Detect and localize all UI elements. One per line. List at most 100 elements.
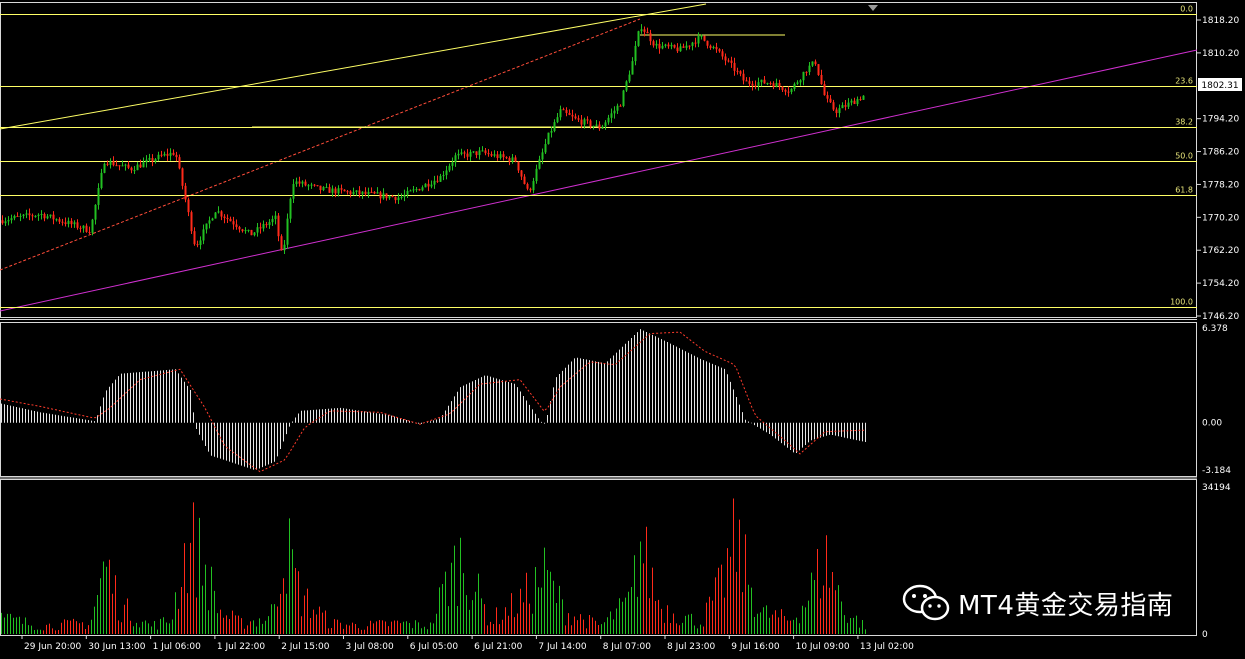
- macd-tick-label: -3.184: [1202, 466, 1231, 476]
- candle-body: [73, 222, 76, 225]
- candle-body: [517, 161, 520, 171]
- volume-tick-label: 0: [1202, 630, 1208, 640]
- candle-body: [691, 42, 694, 46]
- candle-body: [547, 132, 550, 145]
- candle-body: [856, 99, 859, 105]
- candle-body: [364, 191, 367, 194]
- candle-body: [25, 213, 28, 215]
- candle-body: [376, 192, 379, 194]
- candle-body: [259, 227, 262, 229]
- candle-body: [133, 170, 136, 172]
- candle-body: [16, 215, 19, 217]
- candle-body: [58, 219, 61, 222]
- candle-body: [436, 180, 439, 182]
- candle-body: [724, 56, 727, 61]
- candle-body: [250, 229, 253, 236]
- price-tick-label: 1810.20: [1202, 49, 1239, 59]
- candle-body: [211, 218, 214, 221]
- candle-body: [661, 45, 664, 49]
- candle-body: [439, 176, 442, 182]
- candle-body: [748, 81, 751, 84]
- candle-body: [415, 189, 418, 191]
- candle-body: [790, 88, 793, 92]
- candle-body: [457, 153, 460, 156]
- candle-body: [832, 102, 835, 110]
- candle-body: [667, 44, 670, 47]
- candle-body: [355, 190, 358, 192]
- lower-trendline[interactable]: [0, 49, 1198, 312]
- candle-body: [391, 196, 394, 198]
- candle-body: [184, 185, 187, 200]
- candle-body: [235, 224, 238, 228]
- candle-body: [466, 153, 469, 157]
- time-tick-label: 1 Jul 22:00: [217, 642, 266, 652]
- price-tick-label: 1762.20: [1202, 246, 1239, 256]
- candle-body: [625, 81, 628, 91]
- candle-body: [529, 188, 532, 191]
- candle-body: [424, 183, 427, 188]
- candle-body: [199, 240, 202, 245]
- candle-body: [43, 213, 46, 219]
- candle-body: [676, 47, 679, 52]
- macd-tick-label: 0.00: [1202, 419, 1222, 429]
- candle-body: [10, 218, 13, 221]
- candle-body: [685, 45, 688, 48]
- candle-body: [193, 231, 196, 245]
- mid-trendline[interactable]: [0, 18, 641, 271]
- candle-body: [118, 165, 121, 167]
- candle-body: [160, 154, 163, 156]
- candle-body: [577, 118, 580, 120]
- upper-trendline[interactable]: [0, 3, 707, 130]
- candle-body: [574, 116, 577, 119]
- candle-body: [583, 119, 586, 125]
- candle-body: [706, 40, 709, 46]
- candle-body: [103, 163, 106, 173]
- candle-body: [592, 125, 595, 127]
- candle-body: [556, 117, 559, 123]
- candle-body: [631, 61, 634, 75]
- candle-body: [433, 180, 436, 185]
- candle-body: [715, 46, 718, 50]
- candle-body: [310, 184, 313, 186]
- candle-body: [157, 154, 160, 160]
- candle-body: [637, 31, 640, 46]
- candle-body: [448, 165, 451, 171]
- candle-body: [757, 82, 760, 86]
- price-tick-label: 1786.20: [1202, 148, 1239, 158]
- time-tick-label: 3 Jul 08:00: [346, 642, 395, 652]
- candle-body: [277, 215, 280, 237]
- candle-body: [217, 211, 220, 213]
- candle-body: [658, 43, 661, 49]
- candle-body: [742, 73, 745, 81]
- candle-body: [487, 153, 490, 155]
- candle-body: [454, 155, 457, 163]
- candle-body: [853, 100, 856, 105]
- scroll-marker-icon[interactable]: [868, 5, 878, 11]
- candle-body: [388, 196, 391, 199]
- candle-body: [373, 191, 376, 194]
- candle-body: [835, 109, 838, 114]
- candle-body: [406, 190, 409, 195]
- candle-body: [40, 213, 43, 215]
- candle-body: [31, 215, 34, 217]
- candle-body: [571, 114, 574, 117]
- time-tick-label: 8 Jul 07:00: [603, 642, 652, 652]
- candle-body: [418, 189, 421, 191]
- price-tick-label: 1770.20: [1202, 213, 1239, 223]
- candle-body: [13, 215, 16, 219]
- candle-body: [808, 65, 811, 73]
- candle-body: [859, 99, 862, 101]
- candle-body: [181, 168, 184, 186]
- candle-body: [265, 224, 268, 226]
- candle-body: [127, 164, 130, 168]
- candle-body: [136, 164, 139, 171]
- time-tick-label: 7 Jul 14:00: [538, 642, 587, 652]
- candle-body: [163, 153, 166, 156]
- candle-body: [628, 74, 631, 82]
- candle-body: [613, 110, 616, 114]
- wechat-icon: [902, 584, 950, 621]
- candle-body: [490, 154, 493, 156]
- candle-body: [121, 165, 124, 167]
- candle-body: [721, 51, 724, 57]
